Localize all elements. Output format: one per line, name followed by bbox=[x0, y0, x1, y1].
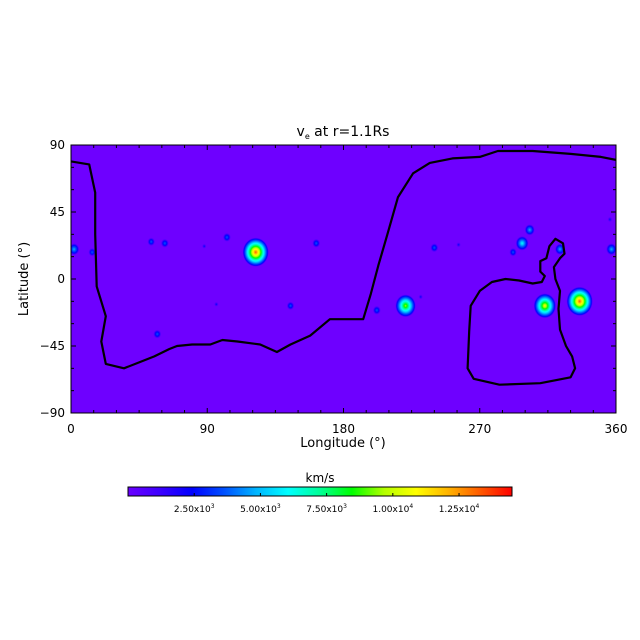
hotspot bbox=[156, 234, 173, 253]
x-axis-label: Longitude (°) bbox=[300, 436, 385, 451]
hotspot bbox=[143, 233, 159, 251]
hotspot bbox=[84, 243, 100, 261]
title-rest: at r=1.1Rs bbox=[310, 124, 390, 140]
y-axis-label: Latitude (°) bbox=[17, 242, 32, 316]
hotspot bbox=[602, 239, 616, 260]
colorbar-tick-label: 7.50x103 bbox=[306, 503, 347, 515]
hotspot bbox=[218, 228, 235, 247]
hotspot bbox=[521, 220, 539, 240]
heatmap-plot-area bbox=[71, 145, 616, 413]
x-axis-ticks: 0 90 180 270 360 bbox=[67, 145, 627, 436]
y-tick-label: 90 bbox=[50, 138, 65, 152]
colorbar-tick-label: 1.25x104 bbox=[439, 503, 480, 515]
x-tick-label: 270 bbox=[468, 422, 491, 436]
hotspot bbox=[239, 234, 272, 270]
hotspot bbox=[197, 238, 211, 254]
chart-title: ve at r=1.1Rs bbox=[297, 124, 390, 141]
hotspot bbox=[282, 297, 299, 315]
title-subscript: e bbox=[305, 132, 310, 141]
colorbar-label: km/s bbox=[306, 471, 335, 485]
hotspot bbox=[149, 325, 166, 343]
hotspot bbox=[530, 290, 559, 322]
title-v: v bbox=[297, 124, 305, 140]
y-tick-label: −90 bbox=[40, 406, 65, 420]
hotspot bbox=[451, 237, 466, 253]
y-axis-ticks: 90 45 0 −45 −90 bbox=[40, 138, 616, 420]
neutral-line-loop bbox=[466, 237, 577, 386]
neutral-line-main bbox=[71, 149, 616, 370]
neutral-line-contours bbox=[71, 149, 616, 386]
hotspot bbox=[71, 239, 83, 260]
hotspot bbox=[426, 238, 443, 257]
x-tick-label: 90 bbox=[200, 422, 215, 436]
y-tick-label: 0 bbox=[57, 272, 65, 286]
y-tick-label: −45 bbox=[40, 339, 65, 353]
x-tick-label: 360 bbox=[605, 422, 628, 436]
y-tick-label: 45 bbox=[50, 205, 65, 219]
hotspot bbox=[368, 301, 385, 320]
hotspot bbox=[505, 243, 521, 261]
colorbar-tick-label: 2.50x103 bbox=[174, 503, 215, 515]
hotspot bbox=[209, 296, 224, 312]
hotspot bbox=[308, 234, 325, 253]
hotspot bbox=[414, 289, 428, 305]
heatmap-background bbox=[71, 145, 616, 413]
x-tick-label: 180 bbox=[332, 422, 355, 436]
colorbar bbox=[127, 486, 513, 497]
hotspot bbox=[563, 283, 596, 319]
colorbar-tick-label: 1.00x104 bbox=[372, 503, 413, 515]
hotspot bbox=[392, 291, 419, 321]
x-tick-label: 0 bbox=[67, 422, 75, 436]
hotspot bbox=[602, 211, 616, 228]
colorbar-ticks: 2.50x103 5.00x103 7.50x103 1.00x104 1.25x104 bbox=[174, 493, 480, 515]
colorbar-tick-label: 5.00x103 bbox=[240, 503, 281, 515]
